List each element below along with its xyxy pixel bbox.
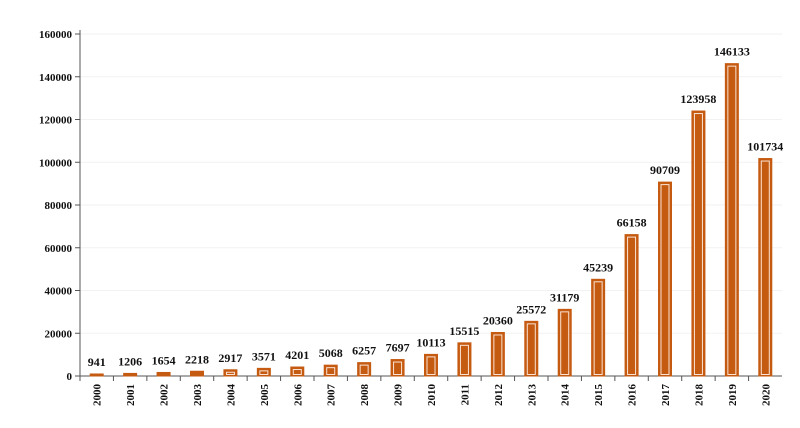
data-label: 20360 — [483, 313, 513, 327]
data-label: 15515 — [449, 324, 479, 338]
bar-core — [226, 372, 234, 374]
data-label: 146133 — [714, 45, 750, 59]
bar — [223, 369, 238, 377]
x-tick-label: 2004 — [225, 384, 237, 407]
bar-core — [494, 335, 502, 374]
bar-core — [728, 66, 736, 374]
bar-body — [190, 370, 204, 377]
data-label: 31179 — [550, 290, 579, 304]
x-tick-label: 2013 — [526, 384, 538, 407]
gridlines — [80, 33, 782, 334]
bar — [624, 234, 639, 377]
bar — [557, 308, 572, 377]
x-tick-label: 2017 — [660, 384, 672, 407]
data-label: 10113 — [416, 335, 445, 349]
bar-body — [89, 373, 104, 377]
x-tick-label: 2012 — [493, 384, 505, 407]
y-tick-label: 20000 — [45, 328, 73, 340]
y-tick-label: 80000 — [45, 200, 73, 212]
data-label: 3571 — [252, 349, 276, 363]
bar — [524, 320, 539, 377]
bars — [89, 63, 773, 377]
x-tick-label: 2011 — [459, 384, 471, 405]
data-label: 45239 — [583, 260, 613, 274]
bar — [323, 364, 338, 377]
bar-core — [628, 237, 636, 374]
y-tick-label: 60000 — [45, 243, 73, 255]
data-label: 941 — [88, 355, 106, 369]
bar-core — [661, 185, 669, 374]
bar — [190, 370, 204, 377]
bar-core — [293, 370, 301, 374]
bar-core — [394, 362, 402, 374]
y-axis: 0 20000 40000 60000 80000 100000 120000 140000 1… — [39, 29, 81, 383]
bar — [724, 63, 739, 377]
bar — [490, 331, 505, 377]
x-axis: 2000 2001 2002 2003 2004 2005 2006 2007 2008 2009… — [79, 375, 782, 407]
data-label: 5068 — [319, 346, 343, 360]
bar — [256, 367, 271, 377]
y-tick-label: 0 — [67, 371, 73, 383]
x-tick-label: 2000 — [92, 384, 104, 407]
x-tick-label: 2003 — [192, 384, 204, 407]
bar-core — [460, 345, 468, 374]
data-label: 7697 — [386, 341, 410, 355]
bar — [156, 371, 171, 377]
bar-core — [594, 282, 602, 374]
bar — [123, 372, 138, 377]
x-tick-label: 2008 — [359, 384, 371, 407]
y-tick-label: 120000 — [39, 115, 73, 127]
y-tick-label: 140000 — [39, 72, 73, 84]
x-tick-label: 2010 — [426, 384, 438, 407]
y-tick-label: 100000 — [39, 157, 73, 169]
bar — [658, 181, 672, 377]
bar-core — [561, 312, 569, 374]
bar-core — [360, 365, 368, 374]
x-tick-label: 2009 — [393, 384, 405, 407]
data-label: 90709 — [650, 163, 680, 177]
x-tick-label: 2007 — [326, 384, 338, 407]
bar — [89, 373, 104, 377]
bar — [424, 353, 438, 377]
data-label: 1206 — [118, 354, 142, 368]
bar — [390, 359, 405, 377]
data-label: 6257 — [352, 344, 376, 358]
data-label: 2218 — [185, 352, 209, 366]
data-label: 1654 — [152, 353, 176, 367]
bar-core — [427, 357, 435, 374]
bar — [691, 110, 706, 377]
x-tick-label: 2014 — [560, 384, 572, 407]
x-tick-label: 2020 — [760, 384, 772, 407]
bar — [758, 158, 773, 377]
y-tick-label: 40000 — [45, 286, 73, 298]
x-tick-label: 2005 — [259, 384, 271, 407]
bar-core — [527, 324, 535, 374]
x-tick-label: 2001 — [125, 384, 137, 406]
bar — [591, 278, 606, 377]
bar-core — [260, 371, 268, 374]
data-label: 101734 — [747, 140, 783, 154]
bar-core — [761, 161, 769, 374]
x-tick-label: 2018 — [693, 384, 705, 407]
bar-body — [156, 371, 171, 377]
x-tick-label: 2015 — [593, 384, 605, 407]
x-tick-label: 2002 — [159, 384, 171, 407]
data-label: 123958 — [680, 92, 716, 106]
x-tick-label: 2016 — [627, 384, 639, 407]
data-label: 2917 — [218, 351, 242, 365]
bar-body — [123, 372, 138, 377]
data-label: 4201 — [285, 348, 309, 362]
data-labels: 941 1206 1654 2218 2917 3571 4201 5068 6257 7697 1… — [88, 45, 784, 369]
bar — [290, 366, 305, 377]
bar-core — [327, 368, 335, 374]
x-tick-label: 2019 — [727, 384, 739, 407]
bar — [457, 342, 472, 377]
x-tick-label: 2006 — [292, 384, 304, 407]
y-tick-label: 160000 — [39, 29, 73, 41]
data-label: 66158 — [617, 216, 647, 230]
bar-core — [694, 114, 702, 375]
data-label: 25572 — [516, 302, 546, 316]
bar — [357, 362, 372, 377]
